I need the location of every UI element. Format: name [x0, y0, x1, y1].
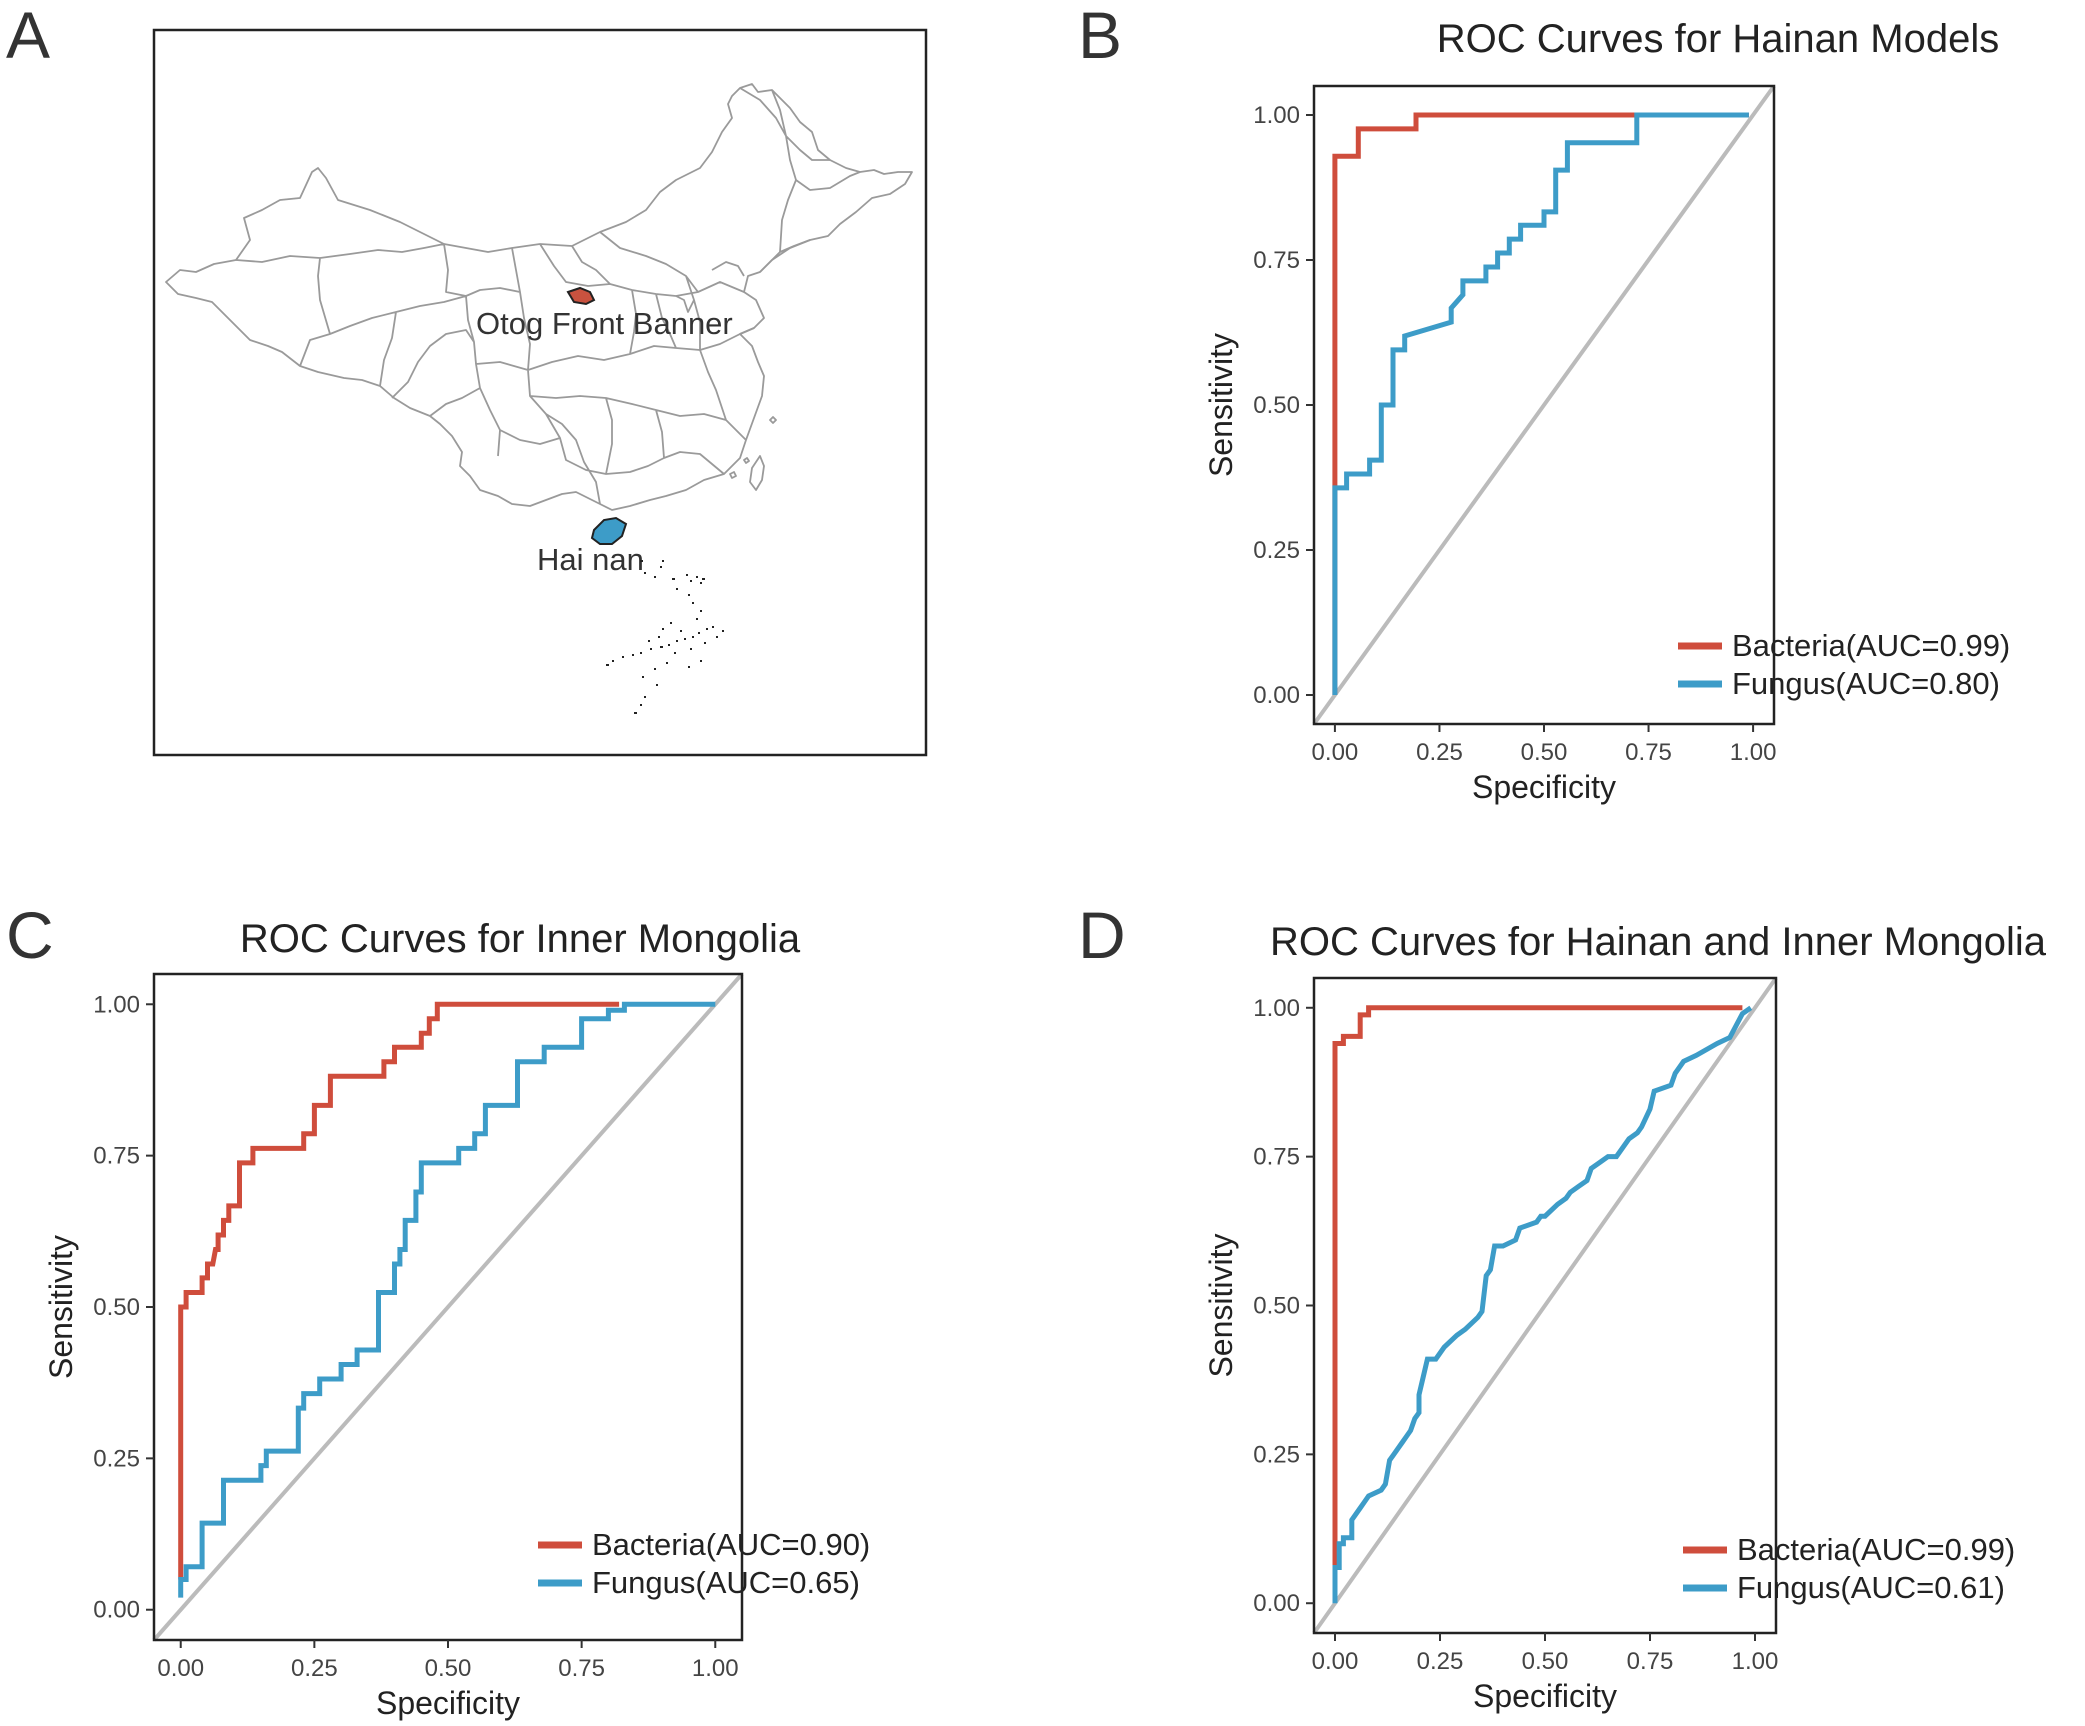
x-tick-label: 0.25 — [1417, 1648, 1464, 1675]
x-tick-label: 1.00 — [1732, 1648, 1779, 1675]
south-china-sea-islands — [606, 560, 724, 714]
y-tick-label: 0.00 — [1253, 682, 1300, 709]
diagonal-reference-line — [152, 972, 744, 1642]
panel-letter-b: B — [1078, 0, 1122, 72]
legend-label-bacteria: Bacteria(AUC=0.99) — [1732, 628, 2010, 663]
y-tick-label: 0.00 — [1253, 1590, 1300, 1617]
y-tick-label: 0.50 — [93, 1294, 140, 1321]
y-tick-label: 0.25 — [1253, 1441, 1300, 1468]
x-tick-label: 0.50 — [425, 1655, 472, 1682]
x-tick-label: 0.25 — [1416, 739, 1463, 766]
series-line-fungus — [178, 1001, 716, 1598]
china-outline — [165, 83, 913, 511]
x-tick-label: 0.50 — [1522, 1648, 1569, 1675]
panel-letter-d: D — [1078, 898, 1126, 972]
panel-c-roc: C ROC Curves for Inner Mongolia 0.00 0.00 0.… — [6, 898, 870, 1721]
province-lines — [235, 87, 861, 505]
series-line-bacteria — [1332, 1005, 1743, 1568]
x-tick-label: 0.00 — [157, 1655, 204, 1682]
y-axis-label: Sensitivity — [1203, 333, 1239, 477]
panel-b-roc: B ROC Curves for Hainan Models 0.00 0.00 0.2… — [1078, 0, 2010, 805]
y-tick-label: 0.50 — [1253, 392, 1300, 419]
panel-letter-a: A — [6, 0, 50, 72]
panel-a-map: A Otog Front Banner Hai nan — [6, 0, 928, 757]
y-tick-label: 0.50 — [1253, 1293, 1300, 1320]
x-tick-label: 0.00 — [1312, 1648, 1359, 1675]
x-tick-label: 1.00 — [1730, 739, 1777, 766]
x-tick-label: 0.00 — [1312, 739, 1359, 766]
otog-label: Otog Front Banner — [476, 306, 733, 341]
y-tick-label: 1.00 — [1253, 995, 1300, 1022]
chart-title: ROC Curves for Inner Mongolia — [240, 917, 801, 961]
x-axis-label: Specificity — [1473, 1678, 1617, 1714]
y-tick-label: 0.75 — [1253, 247, 1300, 274]
x-tick-label: 0.75 — [1627, 1648, 1674, 1675]
x-tick-label: 0.25 — [291, 1655, 338, 1682]
y-tick-label: 0.00 — [93, 1597, 140, 1624]
y-axis-label: Sensitivity — [43, 1235, 79, 1379]
series-line-fungus — [1332, 112, 1749, 695]
series-line-bacteria — [178, 1001, 620, 1580]
x-tick-label: 0.75 — [558, 1655, 605, 1682]
diagonal-reference-line — [1312, 976, 1778, 1635]
coastal-islands — [729, 416, 777, 479]
x-tick-label: 1.00 — [692, 1655, 739, 1682]
legend-label-bacteria: Bacteria(AUC=0.90) — [592, 1527, 870, 1562]
series-line-fungus — [1332, 1005, 1753, 1604]
y-tick-label: 0.75 — [93, 1143, 140, 1170]
chart-title: ROC Curves for Hainan and Inner Mongolia — [1270, 920, 2047, 964]
legend-label-fungus: Fungus(AUC=0.80) — [1732, 666, 2000, 701]
x-tick-label: 0.75 — [1625, 739, 1672, 766]
y-tick-label: 0.25 — [93, 1445, 140, 1472]
y-axis-label: Sensitivity — [1203, 1233, 1239, 1377]
otog-region — [566, 286, 596, 306]
legend-label-bacteria: Bacteria(AUC=0.99) — [1737, 1532, 2015, 1567]
series-line-bacteria — [1332, 112, 1749, 695]
legend-label-fungus: Fungus(AUC=0.65) — [592, 1565, 860, 1600]
x-axis-label: Specificity — [1472, 769, 1616, 805]
legend-label-fungus: Fungus(AUC=0.61) — [1737, 1570, 2005, 1605]
y-tick-label: 1.00 — [1253, 102, 1300, 129]
x-tick-label: 0.50 — [1521, 739, 1568, 766]
x-axis-label: Specificity — [376, 1685, 520, 1721]
panel-letter-c: C — [6, 898, 54, 972]
panel-d-roc: D ROC Curves for Hainan and Inner Mongoli… — [1078, 898, 2047, 1714]
y-tick-label: 1.00 — [93, 991, 140, 1018]
hainan-label: Hai nan — [537, 542, 644, 577]
taiwan — [749, 455, 765, 491]
y-tick-label: 0.75 — [1253, 1144, 1300, 1171]
chart-title: ROC Curves for Hainan Models — [1437, 17, 1999, 61]
hainan-region — [590, 516, 628, 545]
y-tick-label: 0.25 — [1253, 537, 1300, 564]
diagonal-reference-line — [1312, 84, 1776, 726]
